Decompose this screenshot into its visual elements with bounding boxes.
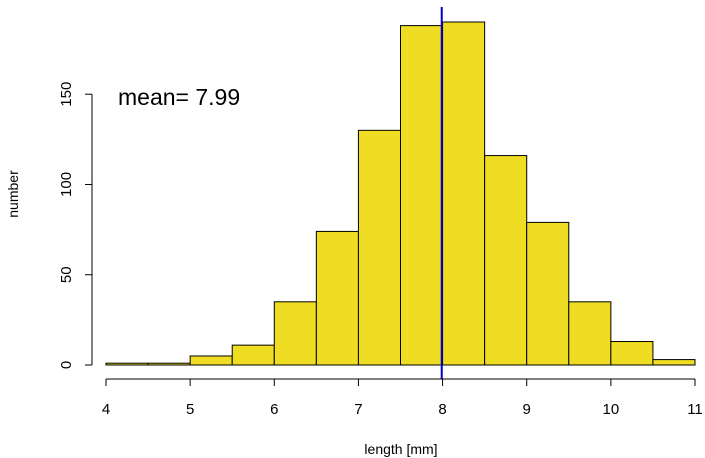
x-tick-label-3: 7: [354, 401, 362, 418]
histogram-bar-13: [652, 359, 696, 366]
histogram-bar-5: [315, 230, 359, 366]
x-tick-label-4: 8: [438, 401, 446, 418]
x-tick-label-7: 11: [687, 401, 703, 418]
y-axis-label: number: [5, 170, 21, 218]
x-tick-label-0: 4: [102, 401, 110, 418]
bars-group: [105, 21, 696, 366]
histogram-bar-10: [526, 221, 570, 366]
histogram-bar-8: [442, 21, 486, 366]
y-tick-label-1: 50: [58, 266, 75, 283]
x-axis-label: length [mm]: [364, 441, 437, 457]
histogram-bar-3: [231, 344, 275, 366]
histogram-bar-11: [568, 301, 612, 366]
histogram-bar-4: [273, 301, 317, 366]
y-tick-label-0: 0: [58, 361, 75, 369]
histogram-bar-1: [147, 362, 191, 366]
histogram-bar-7: [400, 25, 444, 366]
x-tick-label-5: 9: [523, 401, 531, 418]
y-axis: 0 50 100 150: [58, 82, 93, 369]
x-axis: 4 5 6 7 8 9 10 11: [102, 378, 703, 418]
x-tick-label-1: 5: [186, 401, 194, 418]
x-tick-label-6: 10: [603, 401, 620, 418]
histogram-bar-2: [189, 355, 233, 366]
histogram-bar-0: [105, 362, 149, 366]
x-tick-label-2: 6: [270, 401, 278, 418]
y-tick-label-3: 150: [58, 82, 75, 107]
histogram-bar-9: [484, 155, 528, 366]
histogram-bar-12: [610, 341, 654, 366]
y-tick-label-2: 100: [58, 172, 75, 197]
histogram-bar-6: [357, 129, 401, 366]
mean-annotation: mean= 7.99: [118, 84, 240, 110]
